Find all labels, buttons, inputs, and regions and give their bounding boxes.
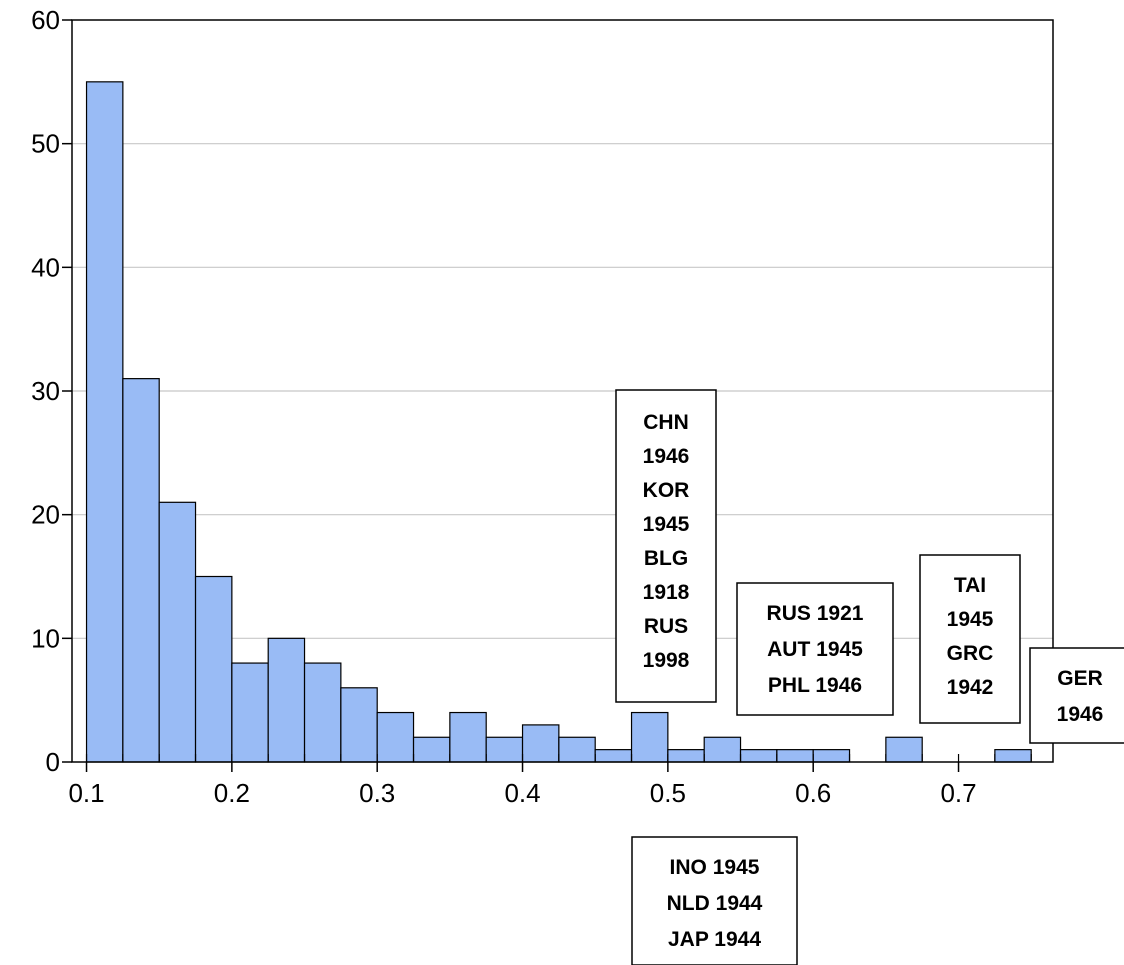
annotation-box: TAI 1945 GRC 1942: [919, 554, 1021, 724]
histogram-bar: [303, 662, 342, 763]
annotation-label: 1945: [947, 608, 994, 631]
annotation-label: GRC: [947, 642, 994, 665]
annotation-label: 1998: [643, 649, 690, 672]
annotation-label: 1946: [1057, 703, 1104, 726]
histogram-bar: [85, 81, 124, 763]
histogram-bar: [630, 711, 669, 763]
histogram-bars: [85, 81, 1032, 763]
histogram-bar: [231, 662, 269, 763]
histogram-bar: [776, 749, 814, 763]
annotation-label: JAP 1944: [668, 928, 761, 951]
histogram-bar: [703, 736, 742, 763]
histogram-bar: [376, 711, 415, 763]
y-tick-label: 30: [31, 376, 60, 406]
annotation-label: KOR: [643, 479, 690, 502]
annotation-frame: [615, 389, 717, 703]
x-tick-label: 0.5: [650, 778, 686, 808]
annotation-label: RUS 1921: [767, 602, 864, 625]
histogram-bar: [812, 749, 851, 763]
x-tick-label: 0.6: [795, 778, 831, 808]
histogram-bar: [158, 501, 197, 763]
annotation-label: TAI: [954, 574, 986, 597]
annotation-label: BLG: [644, 547, 688, 570]
y-tick-label: 50: [31, 129, 60, 159]
y-tick-label: 0: [46, 747, 60, 777]
annotation-frame: [631, 836, 798, 965]
histogram-bar: [594, 749, 633, 763]
annotation-box: INO 1945 NLD 1944 JAP 1944: [631, 836, 798, 965]
histogram-bar: [267, 637, 306, 763]
histogram-bar: [412, 736, 451, 763]
histogram-bar: [994, 749, 1032, 763]
annotation-label: NLD 1944: [667, 892, 763, 915]
grid-lines: [72, 143, 1053, 639]
y-tick-label: 20: [31, 500, 60, 530]
annotation-box: RUS 1921 AUT 1945 PHL 1946: [736, 582, 894, 716]
histogram-bar: [449, 711, 487, 763]
axes: 0 10 20 30 40 50 60 0.1 0.2 0.3 0.4 0.5 0.6 0.7: [31, 5, 1032, 808]
histogram-bar: [885, 736, 923, 763]
x-tick-label: 0.4: [504, 778, 540, 808]
annotation-box: GER 1946: [1029, 647, 1124, 744]
x-tick-label: 0.7: [940, 778, 976, 808]
histogram-bar: [340, 687, 378, 763]
histogram-bar: [739, 749, 778, 763]
histogram-bar: [485, 736, 524, 763]
annotations: CHN 1946 KOR 1945 BLG 1918 RUS 1998 RUS 1921 AUT …: [615, 389, 1124, 965]
annotation-box: CHN 1946 KOR 1945 BLG 1918 RUS 1998: [615, 389, 717, 703]
annotation-label: CHN: [643, 411, 689, 434]
annotation-label: 1945: [643, 513, 690, 536]
x-tick-label: 0.2: [214, 778, 250, 808]
annotation-frame: [736, 582, 894, 716]
annotation-label: 1946: [643, 445, 690, 468]
histogram-bar: [122, 378, 160, 763]
annotation-label: PHL 1946: [768, 674, 862, 697]
histogram-bar: [667, 749, 705, 763]
y-tick-label: 60: [31, 5, 60, 35]
annotation-label: RUS: [644, 615, 688, 638]
annotation-label: 1918: [643, 581, 690, 604]
annotation-label: AUT 1945: [767, 638, 863, 661]
annotation-label: GER: [1057, 667, 1103, 690]
annotation-frame: [1029, 647, 1124, 744]
y-tick-label: 10: [31, 623, 60, 653]
annotation-label: 1942: [947, 676, 994, 699]
histogram-bar: [521, 724, 560, 763]
annotation-frame: [919, 554, 1021, 724]
annotation-label: INO 1945: [670, 856, 760, 879]
x-tick-label: 0.1: [68, 778, 104, 808]
histogram-bar: [194, 575, 233, 763]
y-tick-label: 40: [31, 252, 60, 282]
histogram-bar: [558, 736, 596, 763]
x-tick-label: 0.3: [359, 778, 395, 808]
